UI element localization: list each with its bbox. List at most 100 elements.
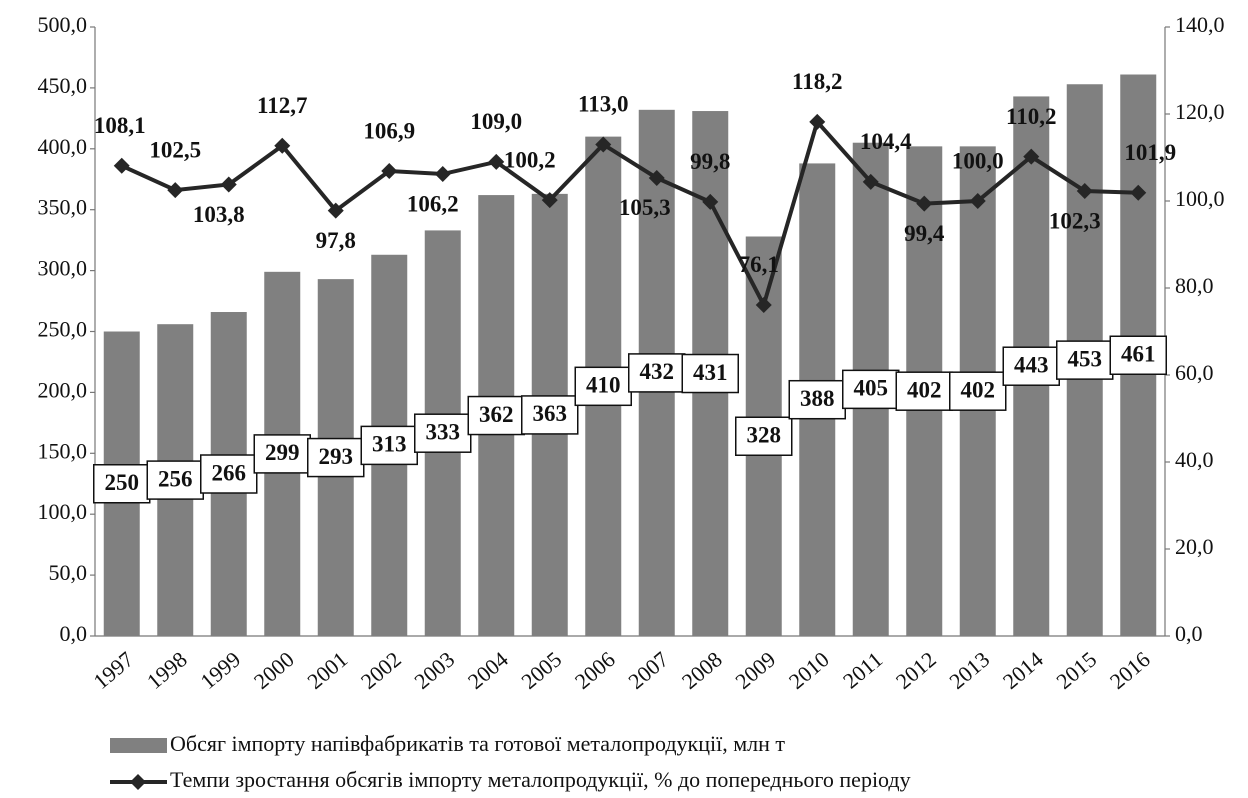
data-label-box — [200, 454, 258, 494]
data-label: 461 — [1121, 342, 1156, 367]
data-label-box — [1056, 340, 1114, 380]
legend-marker — [130, 774, 146, 790]
x-tick-label: 2004 — [463, 647, 513, 694]
line-marker — [1130, 184, 1147, 201]
line-label: 76,1 — [739, 252, 779, 277]
line-label: 100,2 — [504, 147, 556, 172]
x-tick-label: 2016 — [1105, 647, 1155, 694]
data-label-box — [628, 353, 686, 393]
data-label-box — [360, 425, 418, 466]
line-label: 100,0 — [952, 148, 1004, 173]
line-label: 106,2 — [407, 191, 459, 216]
line-label: 102,3 — [1049, 208, 1101, 233]
x-tick-label: 1998 — [142, 647, 192, 694]
y2-tick-label: 140,0 — [1175, 12, 1225, 37]
line — [120, 117, 1139, 311]
y2-tick-label: 60,0 — [1175, 360, 1214, 385]
line-marker — [1076, 182, 1093, 199]
line-label: 97,8 — [316, 228, 356, 253]
data-label: 313 — [372, 432, 407, 457]
data-label-box — [949, 371, 1007, 411]
data-label: 405 — [854, 376, 889, 401]
y2-tick-label: 100,0 — [1175, 186, 1225, 211]
y-tick-label: 0,0 — [60, 621, 88, 646]
y-tick-label: 500,0 — [38, 12, 88, 37]
x-tick-label: 1999 — [195, 647, 245, 694]
line-label: 113,0 — [578, 92, 628, 117]
line-marker — [434, 166, 451, 183]
data-label-box — [1002, 346, 1060, 386]
data-label-box — [414, 413, 472, 453]
line-marker — [755, 296, 772, 313]
y2-tick-label: 80,0 — [1175, 273, 1214, 298]
x-tick-label: 2000 — [249, 647, 299, 694]
y2-tick-label: 40,0 — [1175, 447, 1214, 472]
data-label: 266 — [212, 460, 247, 485]
line-marker — [488, 153, 505, 170]
x-tick-label: 2005 — [516, 647, 566, 694]
data-label-box — [521, 395, 579, 435]
data-label-box — [1109, 335, 1167, 376]
data-label: 250 — [105, 470, 140, 495]
line-label: 105,3 — [619, 195, 671, 220]
line-label: 103,8 — [193, 202, 245, 227]
y-tick-label: 350,0 — [38, 195, 88, 220]
data-label: 293 — [319, 444, 354, 469]
y-tick-label: 300,0 — [38, 256, 88, 281]
line-marker — [327, 202, 344, 219]
y-tick-label: 450,0 — [38, 73, 88, 98]
line-label: 99,4 — [904, 221, 945, 246]
line-marker — [595, 136, 612, 153]
x-tick-label: 2002 — [356, 647, 406, 694]
line-marker — [167, 182, 184, 199]
y-tick-label: 100,0 — [38, 499, 88, 524]
x-tick-label: 2001 — [302, 647, 352, 694]
x-tick-label: 2003 — [409, 647, 459, 694]
data-label-box — [735, 416, 793, 456]
x-tick-label: 2012 — [891, 647, 941, 694]
legend-label: Обсяг імпорту напівфабрикатів та готової… — [170, 731, 785, 756]
line-marker — [969, 193, 986, 209]
y-tick-label: 200,0 — [38, 377, 88, 402]
data-label-box — [681, 353, 739, 394]
line-label: 102,5 — [149, 137, 201, 162]
line-marker — [274, 137, 291, 154]
data-label: 388 — [800, 386, 835, 411]
y-tick-label: 400,0 — [38, 134, 88, 159]
data-label: 443 — [1014, 352, 1049, 377]
data-label: 362 — [479, 402, 514, 427]
data-label: 402 — [907, 377, 942, 402]
legend-swatch — [110, 738, 167, 753]
line-label: 101,9 — [1124, 140, 1176, 165]
x-tick-label: 2015 — [1051, 647, 1101, 694]
line-marker — [648, 169, 665, 186]
x-tick-label: 2006 — [570, 647, 620, 694]
data-label: 363 — [533, 401, 568, 426]
data-label-box — [93, 464, 151, 504]
line-marker — [862, 173, 879, 190]
x-tick-label: 2013 — [944, 647, 994, 694]
line-label: 99,8 — [690, 149, 730, 174]
line-marker — [1023, 148, 1040, 165]
x-tick-label: 2008 — [677, 647, 727, 694]
line-marker — [702, 193, 719, 210]
line-marker — [113, 157, 130, 174]
x-tick-label: 2010 — [784, 647, 834, 694]
y-tick-label: 50,0 — [49, 560, 88, 585]
data-label: 333 — [426, 419, 461, 444]
line-label: 118,2 — [792, 69, 842, 94]
data-label-box — [253, 434, 311, 474]
data-label: 299 — [265, 440, 300, 465]
line-label: 104,4 — [860, 129, 912, 154]
line-marker — [809, 113, 826, 130]
line-label: 108,1 — [94, 113, 146, 138]
data-label: 410 — [586, 373, 621, 398]
x-tick-label: 2007 — [623, 647, 673, 694]
line-marker — [916, 195, 933, 212]
x-tick-label: 2009 — [730, 647, 780, 694]
legend-label: Темпи зростання обсягів імпорту металопр… — [170, 767, 911, 792]
y2-tick-label: 0,0 — [1175, 621, 1203, 646]
data-label: 431 — [693, 360, 728, 385]
line-label: 106,9 — [363, 118, 415, 143]
